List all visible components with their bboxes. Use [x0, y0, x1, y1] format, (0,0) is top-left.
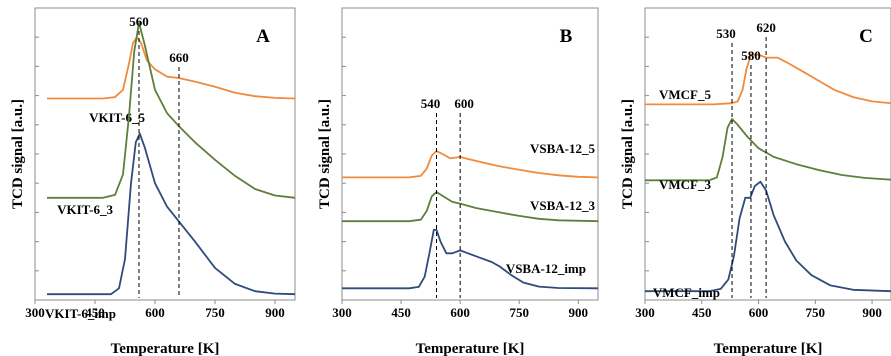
peak-marker-label: 540	[421, 96, 441, 111]
chart-panel-c: 300 450 600 750 900 Temperature [K] TCD signal…	[620, 8, 891, 356]
y-axis-title: TCD signal [a.u.]	[317, 99, 333, 209]
series-label: VMCF_3	[659, 177, 711, 192]
series-line-vkit-6_3	[47, 23, 295, 198]
series-line-vmcf_imp	[645, 182, 891, 292]
plot-frame	[35, 8, 295, 300]
x-tick-label: 300	[635, 305, 655, 320]
panel-letter: C	[859, 26, 873, 47]
series-line-vsba-12_imp	[342, 230, 598, 288]
peak-marker-label: 530	[716, 26, 736, 41]
series-label: VMCF_5	[659, 87, 711, 102]
series-label: VKIT-6_imp	[45, 306, 116, 321]
y-axis-title: TCD signal [a.u.]	[10, 99, 26, 209]
x-tick-label: 600	[450, 305, 470, 320]
x-axis-title: Temperature [K]	[416, 341, 525, 356]
x-tick-label: 750	[806, 305, 826, 320]
x-tick-label: 900	[862, 305, 882, 320]
x-tick-label: 900	[569, 305, 589, 320]
x-tick-label: 450	[692, 305, 712, 320]
chart-panel-b: 300 450 600 750 900 Temperature [K] TCD signal…	[317, 8, 598, 356]
x-tick-label: 300	[332, 305, 352, 320]
series-line-vmcf_3	[645, 119, 891, 180]
panel-letter: B	[560, 26, 573, 47]
peak-marker-label: 620	[756, 20, 776, 35]
series-label: VSBA-12_imp	[506, 261, 586, 276]
x-tick-label: 600	[749, 305, 769, 320]
x-tick-label: 300	[25, 305, 45, 320]
peak-marker-label: 600	[454, 96, 474, 111]
peak-marker-label: 660	[169, 50, 189, 65]
peak-marker-label: 580	[741, 48, 761, 63]
panel-letter: A	[256, 26, 270, 47]
peak-marker-label: 560	[129, 14, 149, 29]
series-label: VSBA-12_3	[530, 198, 596, 213]
x-tick-label: 600	[145, 305, 165, 320]
x-axis-title: Temperature [K]	[111, 341, 220, 356]
x-tick-label: 750	[509, 305, 529, 320]
series-label: VKIT-6_3	[57, 202, 113, 217]
series-label: VMCF_imp	[653, 285, 720, 300]
x-axis-title: Temperature [K]	[714, 341, 823, 356]
series-label: VSBA-12_5	[530, 141, 596, 156]
x-tick-label: 900	[265, 305, 285, 320]
y-axis-title: TCD signal [a.u.]	[620, 99, 636, 209]
x-tick-label: 750	[205, 305, 225, 320]
x-tick-label: 450	[391, 305, 411, 320]
series-label: VKIT-6_5	[89, 110, 145, 125]
